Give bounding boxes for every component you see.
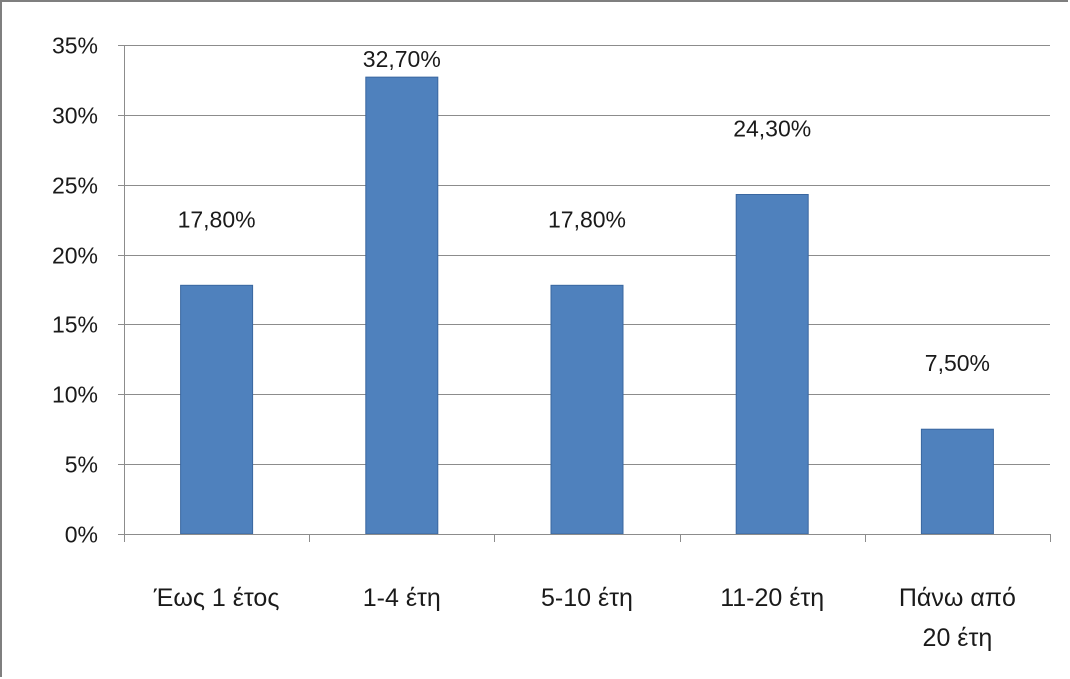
y-tick-label: 20% xyxy=(52,243,98,269)
y-tick-label: 5% xyxy=(65,452,98,478)
data-label: 24,30% xyxy=(733,115,811,141)
x-category-label: 5-10 έτη xyxy=(541,584,633,612)
x-category-label: Έως 1 έτος xyxy=(153,584,280,612)
data-label: 17,80% xyxy=(178,206,256,232)
bar xyxy=(365,76,439,535)
x-category-label: 20 έτη xyxy=(923,624,993,652)
bar xyxy=(735,193,809,535)
y-tick-label: 0% xyxy=(65,522,98,548)
bar xyxy=(180,284,254,535)
data-label: 7,50% xyxy=(925,350,990,376)
x-axis xyxy=(124,45,1051,542)
bar xyxy=(920,428,994,535)
y-tick-label: 30% xyxy=(52,103,98,129)
y-tick-label: 10% xyxy=(52,382,98,408)
y-axis-tick-labels: 0% 5% 10% 15% 20% 25% 30% 35% xyxy=(52,33,124,548)
x-category-label: 1-4 έτη xyxy=(363,584,441,612)
x-category-label: Πάνω από xyxy=(899,584,1016,612)
data-labels: 17,80% 32,70% 17,80% 24,30% 7,50% xyxy=(178,46,990,376)
data-label: 17,80% xyxy=(548,206,626,232)
y-tick-label: 25% xyxy=(52,173,98,199)
x-axis-category-labels: Έως 1 έτος 1-4 έτη 5-10 έτη 11-20 έτη Πάνω α… xyxy=(153,584,1016,652)
bars xyxy=(180,76,994,535)
x-category-label: 11-20 έτη xyxy=(720,584,824,612)
y-tick-label: 15% xyxy=(52,312,98,338)
bar xyxy=(550,284,624,535)
data-label: 32,70% xyxy=(363,46,441,72)
y-tick-label: 35% xyxy=(52,33,98,59)
